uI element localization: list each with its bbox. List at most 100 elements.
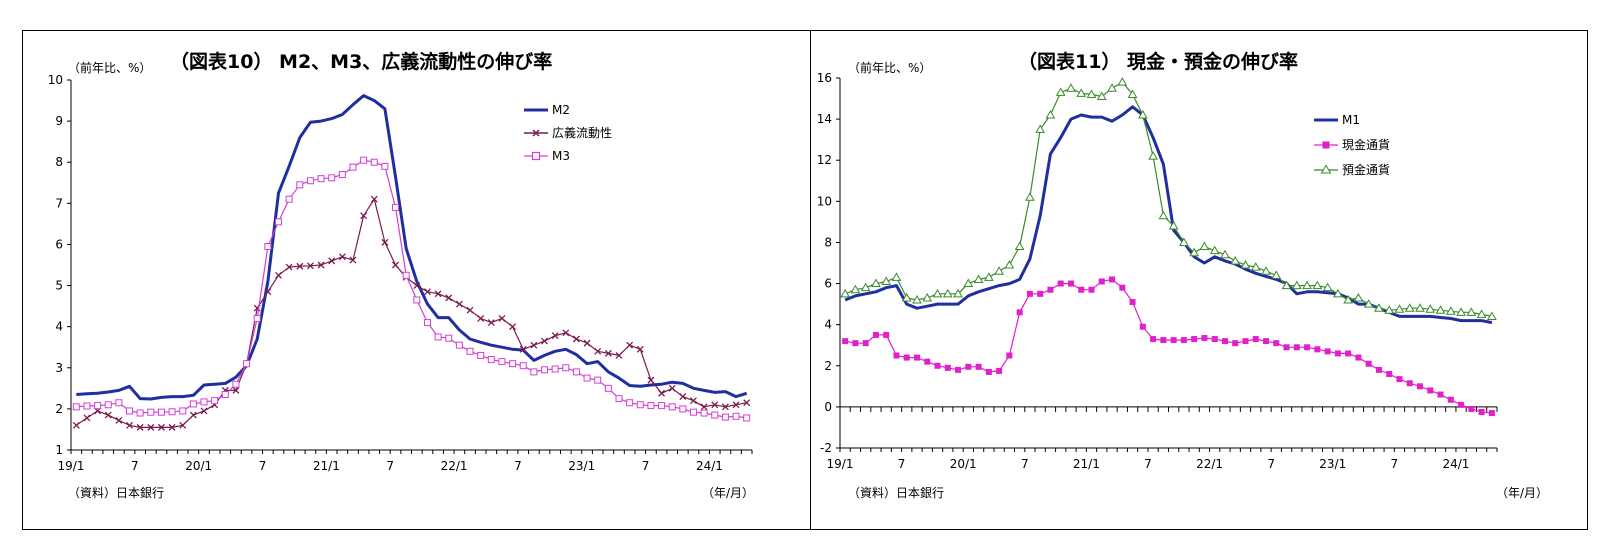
legend-marker-cash	[1322, 141, 1330, 149]
data-point	[1160, 337, 1167, 344]
data-point	[1293, 344, 1300, 351]
data-point	[541, 366, 549, 374]
data-point	[1199, 241, 1210, 251]
data-point	[1406, 380, 1413, 387]
data-point	[679, 405, 687, 413]
legend-item-deposits: 預金通貨	[1314, 162, 1390, 177]
data-point	[189, 411, 197, 419]
data-point	[1230, 255, 1241, 265]
data-point	[1067, 280, 1074, 287]
legend-marker-m3	[531, 151, 541, 161]
legend-item-m3: M3	[524, 149, 570, 163]
x-tick-label: 21/1	[313, 459, 340, 473]
y-tick-label: 14	[817, 112, 832, 126]
y-tick-label: 4	[55, 320, 63, 334]
data-point	[932, 288, 943, 298]
series-2	[72, 156, 751, 422]
x-tick-label: 7	[1267, 457, 1275, 471]
data-point	[1109, 276, 1116, 283]
data-point	[1263, 338, 1270, 345]
data-point	[1066, 83, 1076, 92]
data-point	[721, 413, 729, 421]
data-point	[965, 363, 972, 370]
data-point	[1250, 262, 1261, 271]
data-point	[424, 288, 431, 296]
data-point	[1016, 309, 1023, 316]
data-point	[1375, 366, 1382, 373]
data-point	[147, 408, 155, 416]
data-point	[689, 408, 697, 416]
data-point	[1427, 387, 1434, 394]
y-tick-label: 6	[824, 277, 832, 291]
data-point	[891, 272, 902, 281]
legend-label-m3: M3	[552, 149, 570, 163]
x-tick-label: 7	[1021, 457, 1029, 471]
data-point	[360, 212, 368, 220]
chart-title: （図表10） M2、M3、広義流動性の伸び率	[170, 50, 552, 73]
x-tick-label: 7	[1391, 457, 1399, 471]
data-point	[551, 332, 559, 340]
data-point	[509, 323, 517, 331]
data-point	[668, 384, 676, 392]
data-point	[104, 401, 112, 409]
data-point	[1363, 299, 1374, 308]
data-point	[743, 399, 751, 407]
data-point	[498, 314, 506, 322]
data-point	[487, 356, 495, 364]
data-point	[1396, 376, 1403, 383]
series-0	[844, 105, 1493, 325]
series-line	[844, 81, 1493, 317]
data-point	[1209, 245, 1220, 255]
data-point	[168, 423, 176, 431]
data-point	[126, 421, 133, 429]
data-point	[349, 256, 357, 264]
y-tick-label: 5	[55, 279, 63, 293]
figure-frame	[22, 30, 1588, 530]
data-point	[1252, 336, 1259, 343]
data-point	[1488, 410, 1495, 417]
y-tick-label: 2	[55, 402, 63, 416]
data-point	[840, 288, 850, 298]
data-point	[466, 306, 474, 314]
data-point	[626, 399, 634, 407]
data-point	[1458, 401, 1465, 408]
data-point	[1220, 249, 1230, 259]
data-point	[541, 337, 548, 345]
data-point	[285, 263, 293, 271]
data-point	[370, 195, 378, 203]
data-point	[1343, 294, 1354, 304]
data-point	[1456, 307, 1466, 316]
data-point	[232, 380, 240, 388]
legend-label-liquidity: 広義流動性	[552, 125, 612, 140]
y-tick-label: 1	[55, 443, 63, 457]
chart-title: （図表11） 現金・預金の伸び率	[1018, 50, 1298, 73]
data-point	[1447, 396, 1454, 403]
data-point	[1261, 266, 1271, 275]
data-point	[711, 401, 719, 409]
data-point	[413, 296, 421, 304]
data-point	[179, 421, 187, 429]
data-point	[711, 411, 719, 419]
data-point	[944, 364, 951, 371]
y-tick-label: 12	[817, 153, 832, 167]
legend-label-deposits: 預金通貨	[1342, 162, 1390, 177]
data-point	[1345, 350, 1352, 357]
data-point	[1417, 383, 1424, 390]
data-point	[1150, 336, 1157, 343]
unit-label: （前年比、%）	[68, 60, 151, 75]
data-point	[530, 341, 538, 349]
data-point	[445, 334, 453, 342]
data-point	[903, 354, 910, 361]
data-point	[700, 409, 708, 417]
data-point	[1283, 344, 1290, 351]
data-point	[955, 366, 962, 373]
data-point	[1353, 292, 1364, 302]
data-point	[973, 274, 984, 283]
legend-marker-deposits	[1320, 164, 1332, 174]
data-point	[189, 400, 197, 408]
data-point	[1425, 304, 1436, 313]
x-tick-label: 20/1	[185, 459, 212, 473]
chart-m2-m3-liquidity: （図表10） M2、M3、広義流動性の伸び率 （前年比、%） （資料）日本銀行 …	[48, 50, 754, 500]
data-point	[1180, 337, 1187, 344]
